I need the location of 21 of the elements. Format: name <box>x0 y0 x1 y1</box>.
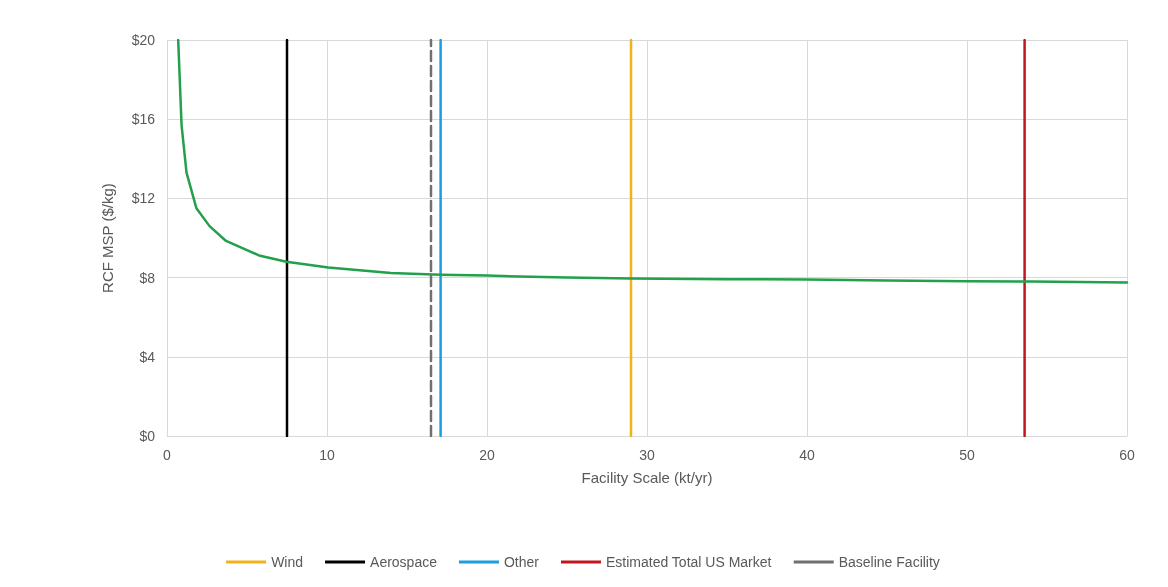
y-tick-label: $20 <box>131 32 156 48</box>
legend-label: Wind <box>271 554 304 570</box>
y-axis-title: RCF MSP ($/kg) <box>99 183 116 293</box>
x-tick-label: 20 <box>479 447 495 463</box>
y-tick-label: $16 <box>131 111 156 128</box>
line-series <box>176 38 1129 284</box>
x-tick-label: 30 <box>639 447 655 463</box>
x-tick-label: 40 <box>799 447 815 463</box>
y-tick-label: $4 <box>139 348 156 365</box>
x-tick-label: 50 <box>959 447 975 463</box>
y-tick-label: $12 <box>131 190 156 207</box>
y-tick-label: $8 <box>139 269 156 286</box>
x-axis-title: Facility Scale (kt/yr) <box>581 469 713 486</box>
x-tick-label: 10 <box>319 447 335 463</box>
legend-label: Estimated Total US Market <box>605 554 772 570</box>
x-tick-label: 0 <box>163 447 172 463</box>
legend-label: Other <box>503 554 540 570</box>
x-tick-label: 60 <box>1119 447 1135 463</box>
legend-label: Baseline Facility <box>838 554 940 570</box>
legend-label: Aerospace <box>370 554 438 570</box>
y-tick-label: $0 <box>139 428 156 444</box>
